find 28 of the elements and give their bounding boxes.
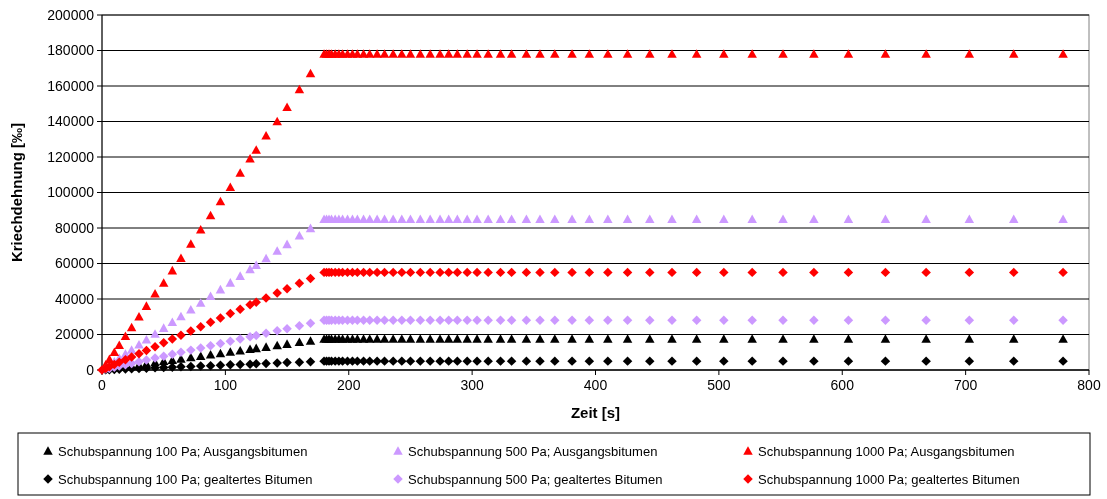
x-tick-label: 800 [1077, 377, 1101, 393]
legend-label: Schubspannung 500 Pa; Ausgangsbitumen [408, 443, 658, 459]
x-tick-label: 700 [953, 377, 978, 393]
legend-label: Schubspannung 100 Pa; gealtertes Bitumen [58, 471, 313, 487]
y-tick-label: 120000 [47, 148, 95, 165]
y-tick-label: 160000 [47, 77, 95, 94]
y-tick-label: 180000 [47, 42, 95, 59]
x-tick-label: 500 [707, 377, 731, 393]
y-tick-label: 140000 [47, 113, 95, 130]
x-axis-title: Zeit [s] [570, 404, 621, 421]
y-tick-label: 40000 [55, 290, 95, 307]
legend-label: Schubspannung 500 Pa; gealtertes Bitumen [408, 471, 663, 487]
x-tick-label: 300 [460, 377, 485, 393]
y-tick-label: 0 [86, 361, 95, 378]
x-tick-label: 100 [213, 377, 238, 393]
legend-label: Schubspannung 100 Pa; Ausgangsbitumen [58, 443, 308, 459]
x-tick-label: 600 [830, 377, 855, 393]
y-tick-label: 200000 [47, 6, 95, 23]
y-tick-label: 60000 [55, 255, 95, 272]
x-tick-label: 400 [583, 377, 608, 393]
x-tick-label: 200 [337, 377, 361, 393]
y-axis-title: Kriechdehnung [‰] [8, 122, 25, 263]
x-tick-label: 0 [98, 377, 107, 393]
legend-label: Schubspannung 1000 Pa; Ausgangsbitumen [758, 443, 1015, 459]
y-tick-label: 20000 [55, 326, 95, 343]
legend-label: Schubspannung 1000 Pa; gealtertes Bitumen [758, 471, 1020, 487]
y-tick-label: 80000 [55, 219, 95, 236]
y-tick-label: 100000 [47, 184, 95, 201]
